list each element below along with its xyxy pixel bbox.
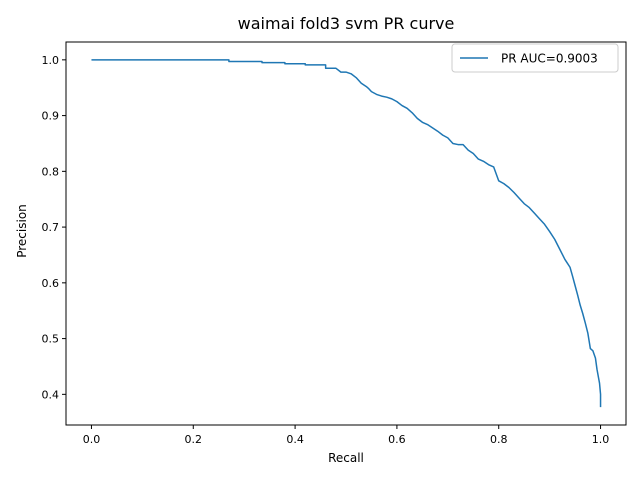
legend-box	[451, 43, 619, 73]
y-axis-label: Precision	[15, 204, 29, 258]
chart-title: waimai fold3 svm PR curve	[238, 14, 455, 33]
pr-curve-line	[91, 59, 602, 408]
y-tick-label: 0.8	[42, 165, 60, 178]
x-tick-label: 0.0	[83, 433, 101, 446]
x-axis-label: Recall	[328, 451, 364, 465]
y-tick-label: 0.6	[42, 277, 60, 290]
x-tick-label: 0.6	[388, 433, 406, 446]
plot-area: 0.0 0.2 0.4 0.6 0.8 1.0 0.4 0.5 0.6 0.7 0.8 0.9 1.0	[42, 41, 627, 446]
x-tick-label: 0.2	[185, 433, 203, 446]
y-tick-label: 0.4	[42, 388, 60, 401]
x-axis-ticks: 0.0 0.2 0.4 0.6 0.8 1.0	[83, 425, 610, 446]
legend-label: PR AUC=0.9003	[501, 52, 598, 66]
y-axis-ticks: 0.4 0.5 0.6 0.7 0.8 0.9 1.0	[42, 54, 66, 401]
y-tick-label: 0.7	[42, 221, 60, 234]
x-tick-label: 0.4	[286, 433, 304, 446]
y-tick-label: 1.0	[42, 54, 60, 67]
x-tick-label: 0.8	[490, 433, 508, 446]
x-tick-label: 1.0	[592, 433, 610, 446]
plot-frame	[65, 41, 627, 426]
y-tick-label: 0.9	[42, 110, 60, 123]
legend: PR AUC=0.9003	[451, 43, 619, 73]
y-tick-label: 0.5	[42, 333, 60, 346]
